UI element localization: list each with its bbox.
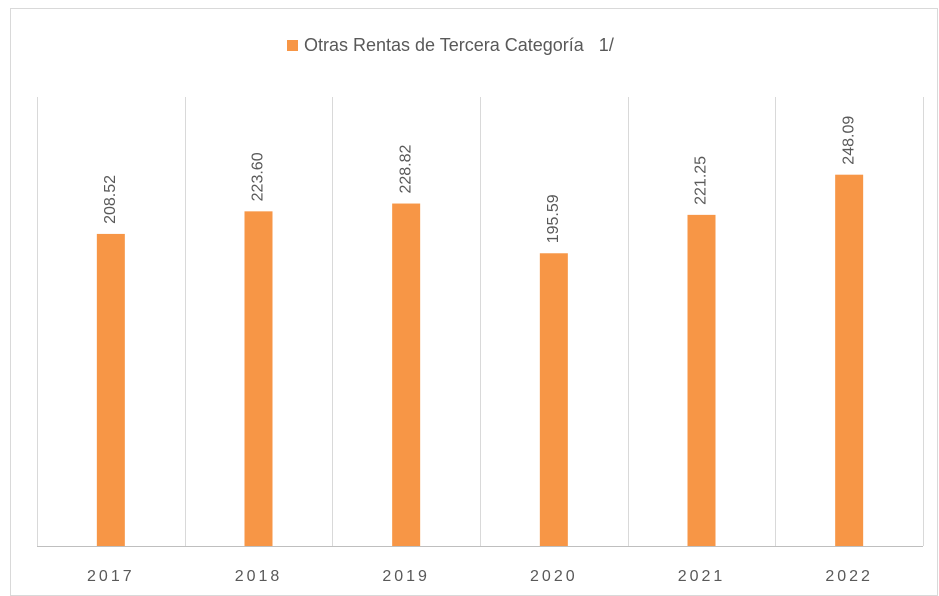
- data-label: 195.59: [545, 194, 562, 243]
- x-tick-label: 2018: [235, 568, 283, 585]
- data-label: 248.09: [840, 116, 857, 165]
- x-tick-label: 2020: [530, 568, 578, 585]
- data-label: 223.60: [250, 152, 267, 201]
- bar: [96, 233, 125, 546]
- x-tick-label: 2022: [825, 568, 873, 585]
- legend-swatch: [287, 40, 298, 51]
- data-label: 208.52: [102, 175, 119, 224]
- data-label: 221.25: [693, 156, 710, 205]
- x-tick-label: 2017: [87, 568, 135, 585]
- legend-label: Otras Rentas de Tercera Categoría 1/: [304, 35, 614, 55]
- data-label: 228.82: [397, 144, 414, 193]
- bar: [539, 253, 568, 546]
- chart-frame: [10, 8, 938, 596]
- bar: [835, 174, 864, 547]
- x-tick-label: 2021: [678, 568, 726, 585]
- bar: [687, 214, 716, 547]
- bar: [392, 203, 421, 547]
- x-tick-label: 2019: [382, 568, 430, 585]
- bar: [244, 211, 273, 546]
